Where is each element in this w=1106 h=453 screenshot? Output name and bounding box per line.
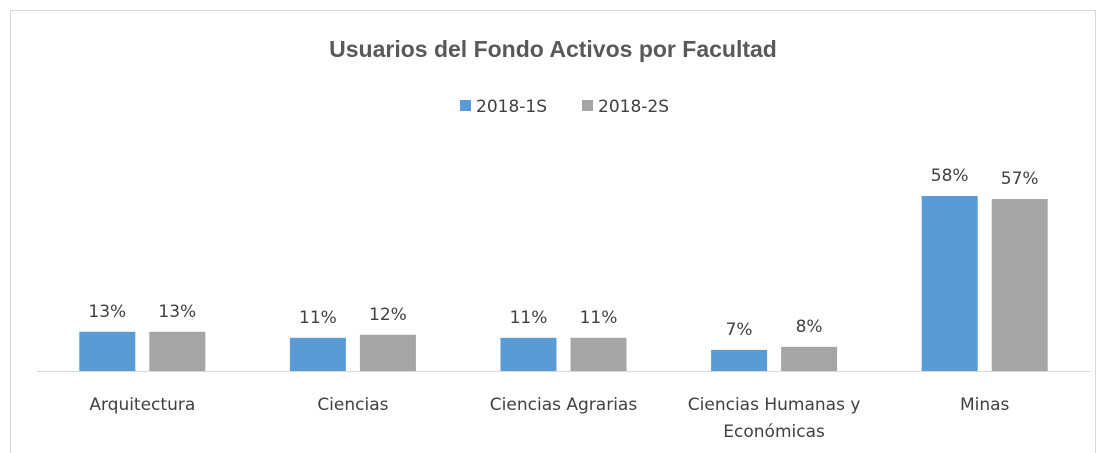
data-label: 8%	[796, 317, 823, 337]
bar	[781, 346, 838, 371]
bar	[991, 199, 1048, 371]
chart-frame	[10, 10, 1096, 453]
data-label: 57%	[1001, 169, 1039, 189]
data-label: 7%	[726, 320, 753, 340]
x-tick-label-line: Económicas	[723, 422, 825, 442]
x-tick-label: Minas	[960, 395, 1010, 415]
bar	[570, 337, 627, 371]
x-tick-label-line: Ciencias Humanas y	[688, 395, 861, 415]
bar	[500, 337, 557, 371]
data-label: 11%	[580, 308, 618, 328]
x-tick-label: Ciencias Humanas y Económicas	[688, 395, 861, 442]
chart-title: Usuarios del Fondo Activos por Facultad	[329, 36, 777, 62]
legend-label: 2018-2S	[598, 97, 669, 117]
legend-swatch	[460, 100, 471, 111]
bar	[149, 331, 206, 371]
data-label: 58%	[931, 166, 969, 186]
legend-label: 2018-1S	[476, 97, 547, 117]
bar	[359, 334, 416, 371]
bar	[79, 331, 136, 371]
data-label: 11%	[510, 308, 548, 328]
bar	[289, 337, 346, 371]
data-label: 11%	[299, 308, 337, 328]
data-label: 13%	[88, 302, 126, 322]
bar	[711, 349, 768, 371]
data-label: 12%	[369, 305, 407, 325]
data-label: 13%	[158, 302, 196, 322]
x-tick-label: Ciencias Agrarias	[490, 395, 638, 415]
bar	[921, 196, 978, 371]
legend-swatch	[582, 100, 593, 111]
x-tick-label: Arquitectura	[89, 395, 195, 415]
x-tick-label: Ciencias	[317, 395, 388, 415]
